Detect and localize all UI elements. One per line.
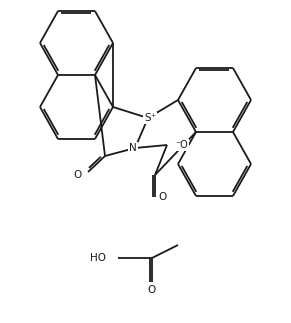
Text: O: O bbox=[148, 285, 156, 295]
Text: S⁺: S⁺ bbox=[144, 113, 156, 123]
Text: HO: HO bbox=[90, 253, 106, 263]
Text: O: O bbox=[159, 192, 167, 202]
Text: N: N bbox=[129, 143, 137, 153]
Text: ⁻O: ⁻O bbox=[175, 140, 188, 150]
Text: O: O bbox=[74, 170, 82, 180]
